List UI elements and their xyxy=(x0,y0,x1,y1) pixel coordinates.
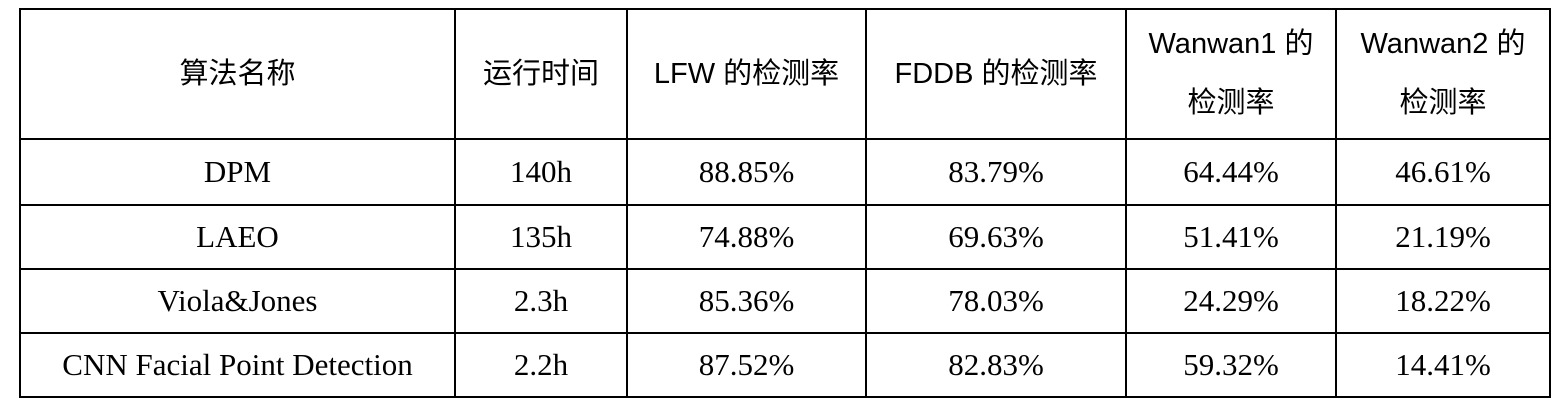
cell-algorithm: CNN Facial Point Detection xyxy=(19,332,456,398)
results-table: 算法名称 运行时间 LFW 的检测率 FDDB 的检测率 Wanwan1 的 检… xyxy=(19,8,1551,398)
table-row: LAEO 135h 74.88% 69.63% 51.41% 21.19% xyxy=(19,204,1551,270)
cell-lfw: 74.88% xyxy=(626,204,867,270)
cell-fddb: 78.03% xyxy=(865,268,1127,334)
header-run-time: 运行时间 xyxy=(454,8,628,140)
header-lfw-rate: LFW 的检测率 xyxy=(626,8,867,140)
results-table-container: 算法名称 运行时间 LFW 的检测率 FDDB 的检测率 Wanwan1 的 检… xyxy=(19,8,1551,398)
cell-run-time: 2.2h xyxy=(454,332,628,398)
header-row: 算法名称 运行时间 LFW 的检测率 FDDB 的检测率 Wanwan1 的 检… xyxy=(19,8,1551,140)
cell-run-time: 2.3h xyxy=(454,268,628,334)
cell-wanwan2: 21.19% xyxy=(1335,204,1551,270)
cell-algorithm: DPM xyxy=(19,138,456,206)
header-fddb-rate: FDDB 的检测率 xyxy=(865,8,1127,140)
cell-fddb: 69.63% xyxy=(865,204,1127,270)
cell-algorithm: LAEO xyxy=(19,204,456,270)
table-row: DPM 140h 88.85% 83.79% 64.44% 46.61% xyxy=(19,138,1551,206)
header-algorithm-name: 算法名称 xyxy=(19,8,456,140)
cell-wanwan1: 59.32% xyxy=(1125,332,1337,398)
cell-run-time: 135h xyxy=(454,204,628,270)
cell-lfw: 88.85% xyxy=(626,138,867,206)
cell-wanwan1: 64.44% xyxy=(1125,138,1337,206)
cell-fddb: 82.83% xyxy=(865,332,1127,398)
cell-wanwan2: 18.22% xyxy=(1335,268,1551,334)
cell-wanwan2: 14.41% xyxy=(1335,332,1551,398)
cell-lfw: 87.52% xyxy=(626,332,867,398)
cell-wanwan1: 24.29% xyxy=(1125,268,1337,334)
cell-wanwan1: 51.41% xyxy=(1125,204,1337,270)
header-wanwan1-rate: Wanwan1 的 检测率 xyxy=(1125,8,1337,140)
cell-lfw: 85.36% xyxy=(626,268,867,334)
cell-wanwan2: 46.61% xyxy=(1335,138,1551,206)
table-row: Viola&Jones 2.3h 85.36% 78.03% 24.29% 18… xyxy=(19,268,1551,334)
cell-fddb: 83.79% xyxy=(865,138,1127,206)
table-row: CNN Facial Point Detection 2.2h 87.52% 8… xyxy=(19,332,1551,398)
cell-run-time: 140h xyxy=(454,138,628,206)
cell-algorithm: Viola&Jones xyxy=(19,268,456,334)
header-wanwan2-rate: Wanwan2 的 检测率 xyxy=(1335,8,1551,140)
